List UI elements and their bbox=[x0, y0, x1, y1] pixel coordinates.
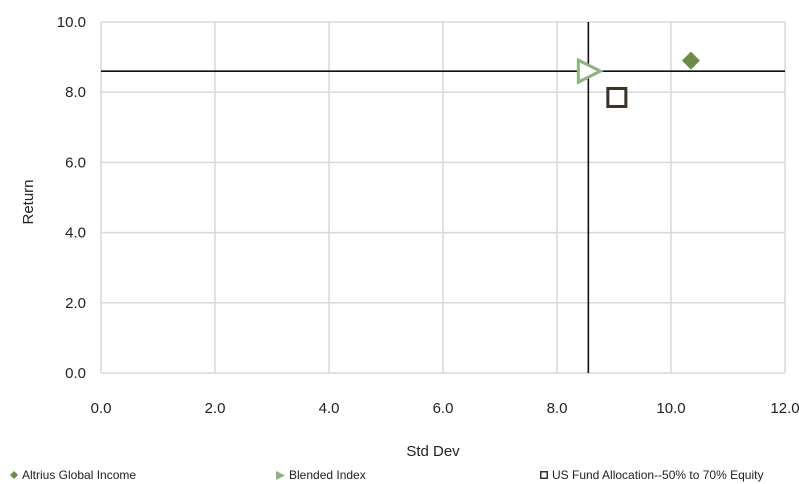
square-point bbox=[606, 86, 628, 108]
legend-label: Blended Index bbox=[289, 468, 366, 482]
legend: Altrius Global Income Blended Index US F… bbox=[0, 468, 799, 484]
legend-item-altrius: Altrius Global Income bbox=[10, 468, 136, 482]
triangle-marker-icon bbox=[276, 470, 285, 480]
y-tick-label: 2.0 bbox=[65, 295, 86, 312]
x-axis-title: Std Dev bbox=[406, 443, 460, 460]
x-tick-label: 10.0 bbox=[656, 400, 685, 417]
y-tick-label: 8.0 bbox=[65, 84, 86, 101]
legend-label: US Fund Allocation--50% to 70% Equity bbox=[552, 468, 764, 482]
legend-label: Altrius Global Income bbox=[22, 468, 137, 482]
y-tick-label: 10.0 bbox=[57, 14, 86, 31]
y-tick-label: 6.0 bbox=[65, 154, 86, 171]
x-tick-label: 6.0 bbox=[433, 400, 454, 417]
y-axis-title: Return bbox=[20, 179, 37, 224]
square-marker-icon bbox=[540, 471, 548, 479]
x-tick-label: 4.0 bbox=[319, 400, 340, 417]
diamond-point bbox=[681, 51, 700, 70]
diamond-marker-icon bbox=[10, 471, 18, 479]
x-tick-label: 8.0 bbox=[547, 400, 568, 417]
reference-lines bbox=[101, 22, 785, 373]
data-points bbox=[576, 51, 700, 108]
scatter-chart: 0.0 2.0 4.0 6.0 8.0 10.0 12.0 0.0 2.0 4.0 6.0 8.0 1… bbox=[20, 14, 799, 460]
grid-lines bbox=[100, 21, 786, 374]
legend-item-blended-index: Blended Index bbox=[276, 468, 366, 482]
x-tick-labels: 0.0 2.0 4.0 6.0 8.0 10.0 12.0 bbox=[91, 400, 799, 417]
x-tick-label: 0.0 bbox=[91, 400, 112, 417]
x-tick-label: 2.0 bbox=[205, 400, 226, 417]
y-tick-labels: 0.0 2.0 4.0 6.0 8.0 10.0 bbox=[57, 14, 86, 382]
legend-item-us-fund-allocation: US Fund Allocation--50% to 70% Equity bbox=[540, 468, 763, 482]
y-tick-label: 0.0 bbox=[65, 365, 86, 382]
x-tick-label: 12.0 bbox=[770, 400, 799, 417]
triangle-point bbox=[576, 57, 604, 85]
y-tick-label: 4.0 bbox=[65, 225, 86, 242]
